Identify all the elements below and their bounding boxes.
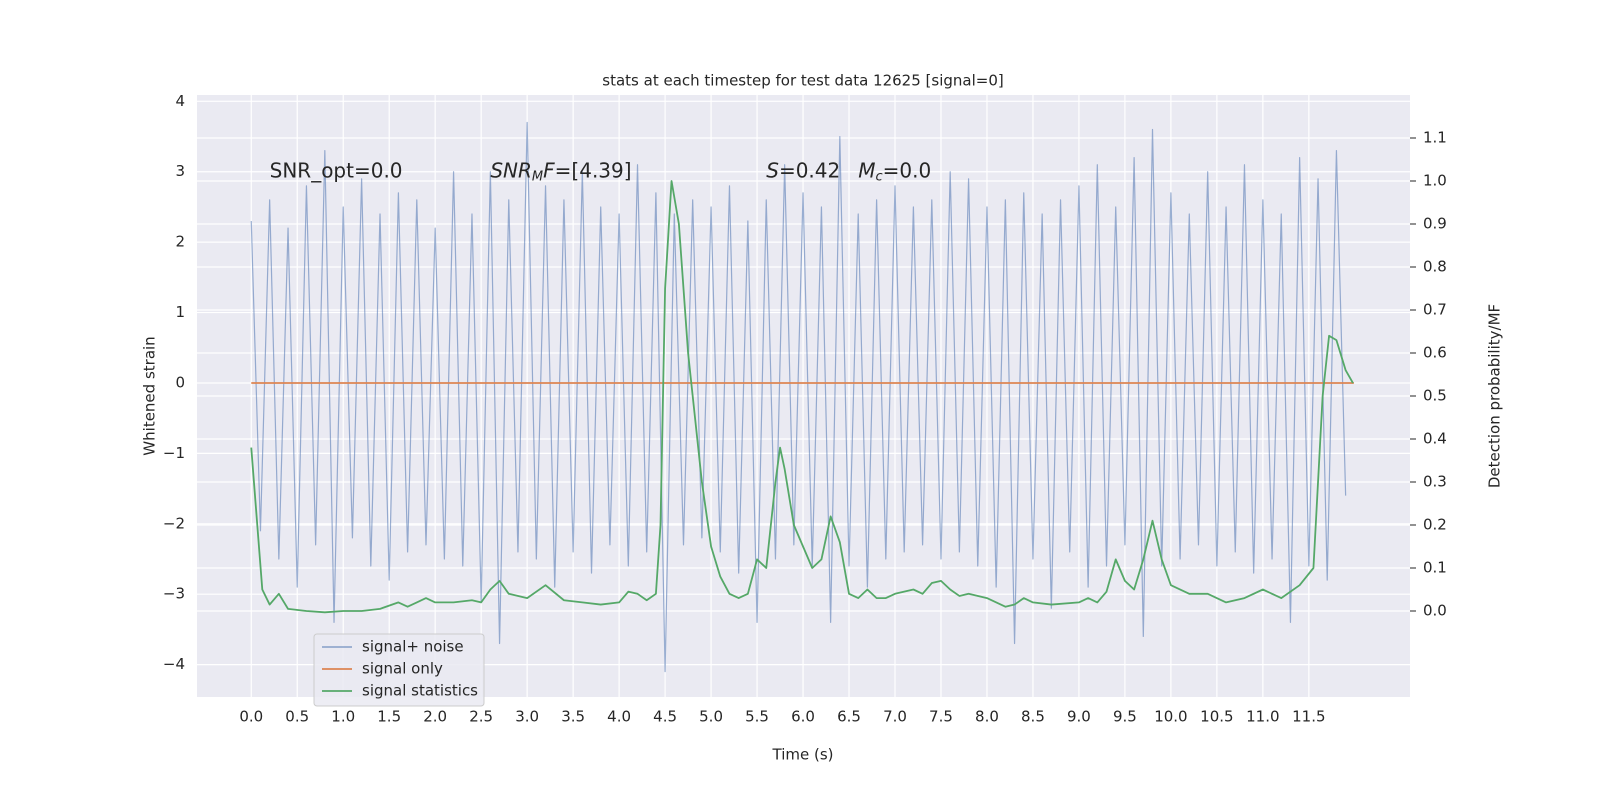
y2-tick-label: 0.7 bbox=[1423, 301, 1447, 319]
series-line bbox=[250, 121, 1347, 673]
annotation-part: S bbox=[766, 158, 779, 182]
x-tick-label: 10.5 bbox=[1200, 708, 1233, 726]
x-tick-label: 7.0 bbox=[883, 708, 907, 726]
chart-title: stats at each timestep for test data 126… bbox=[602, 72, 1003, 90]
x-tick-label: 2.5 bbox=[469, 708, 493, 726]
legend-label: signal+ noise bbox=[362, 638, 464, 656]
annotation: SNR_opt=0.0 bbox=[270, 158, 403, 182]
x-tick-label: 6.5 bbox=[837, 708, 861, 726]
y-tick-label: 1 bbox=[175, 303, 185, 321]
x-tick-label: 3.5 bbox=[561, 708, 585, 726]
y-tick-label: 2 bbox=[175, 233, 185, 251]
x-axis-label: Time (s) bbox=[772, 746, 834, 764]
x-tick-label: 1.5 bbox=[377, 708, 401, 726]
y-axis-label: Whitened strain bbox=[141, 336, 159, 455]
y-tick-label: −1 bbox=[163, 444, 185, 462]
annotation: S=0.42 bbox=[766, 158, 840, 182]
x-tick-label: 8.0 bbox=[975, 708, 999, 726]
y2-tick-label: 0.4 bbox=[1423, 430, 1447, 448]
annotations: SNR_opt=0.0 SNRMF=[4.39] S=0.42 Mc=0.0 bbox=[270, 158, 932, 184]
y2-tick-label: 0.9 bbox=[1423, 215, 1447, 233]
series-line bbox=[250, 180, 1354, 614]
annotation-part: M bbox=[532, 169, 543, 184]
annotation-part: M bbox=[858, 158, 875, 182]
y-tick-label: −3 bbox=[163, 585, 185, 603]
legend-label: signal statistics bbox=[362, 682, 478, 700]
x-tick-label: 4.0 bbox=[607, 708, 631, 726]
y-tick-label: −4 bbox=[163, 655, 185, 673]
x-tick-label: 0.5 bbox=[285, 708, 309, 726]
y2-tick-label: 0.1 bbox=[1423, 559, 1447, 577]
y2-tick-label: 0.2 bbox=[1423, 516, 1447, 534]
x-tick-label: 8.5 bbox=[1021, 708, 1045, 726]
x-tick-label: 2.0 bbox=[423, 708, 447, 726]
x-tick-label: 4.5 bbox=[653, 708, 677, 726]
y-tick-label: 4 bbox=[175, 92, 185, 110]
annotation-part: SNR bbox=[490, 158, 532, 182]
annotation-part: SNR_opt=0.0 bbox=[270, 158, 403, 182]
y2-tick-label: 1.1 bbox=[1423, 129, 1447, 147]
x-tick-label: 11.0 bbox=[1246, 708, 1279, 726]
x-tick-label: 6.0 bbox=[791, 708, 815, 726]
legend-box bbox=[313, 633, 485, 707]
x-tick-label: 5.5 bbox=[745, 708, 769, 726]
annotation-part: =0.42 bbox=[779, 158, 840, 182]
annotation-part: F bbox=[543, 158, 555, 182]
y2-tick-label: 0.3 bbox=[1423, 473, 1447, 491]
y2-tick-label: 0.8 bbox=[1423, 258, 1447, 276]
annotation-part: =[4.39] bbox=[555, 158, 632, 182]
x-tick-label: 0.0 bbox=[239, 708, 263, 726]
annotation: SNRMF=[4.39] bbox=[490, 158, 631, 184]
y2-tick-label: 0.5 bbox=[1423, 387, 1447, 405]
annotation: Mc=0.0 bbox=[858, 158, 931, 184]
y2-tick-label: 0.6 bbox=[1423, 344, 1447, 362]
x-tick-label: 5.0 bbox=[699, 708, 723, 726]
x-tick-label: 9.5 bbox=[1113, 708, 1137, 726]
x-tick-label: 9.0 bbox=[1067, 708, 1091, 726]
plot bbox=[250, 121, 1354, 673]
x-tick-label: 1.0 bbox=[331, 708, 355, 726]
y2-tick-label: 1.0 bbox=[1423, 172, 1447, 190]
y-tick-label: −2 bbox=[163, 514, 185, 532]
y2-tick-label: 0.0 bbox=[1423, 602, 1447, 620]
annotation-part: c bbox=[875, 169, 882, 184]
x-tick-label: 3.0 bbox=[515, 708, 539, 726]
y-tick-label: 0 bbox=[175, 373, 185, 391]
y2-axis-label: Detection probability/MF bbox=[1486, 304, 1504, 488]
legend: signal+ noise signal only signal statistic… bbox=[313, 633, 485, 707]
annotation-part: =0.0 bbox=[883, 158, 932, 182]
y-tick-label: 3 bbox=[175, 162, 185, 180]
x-tick-label: 7.5 bbox=[929, 708, 953, 726]
x-tick-label: 11.5 bbox=[1292, 708, 1325, 726]
x-tick-label: 10.0 bbox=[1154, 708, 1187, 726]
legend-label: signal only bbox=[362, 660, 443, 678]
